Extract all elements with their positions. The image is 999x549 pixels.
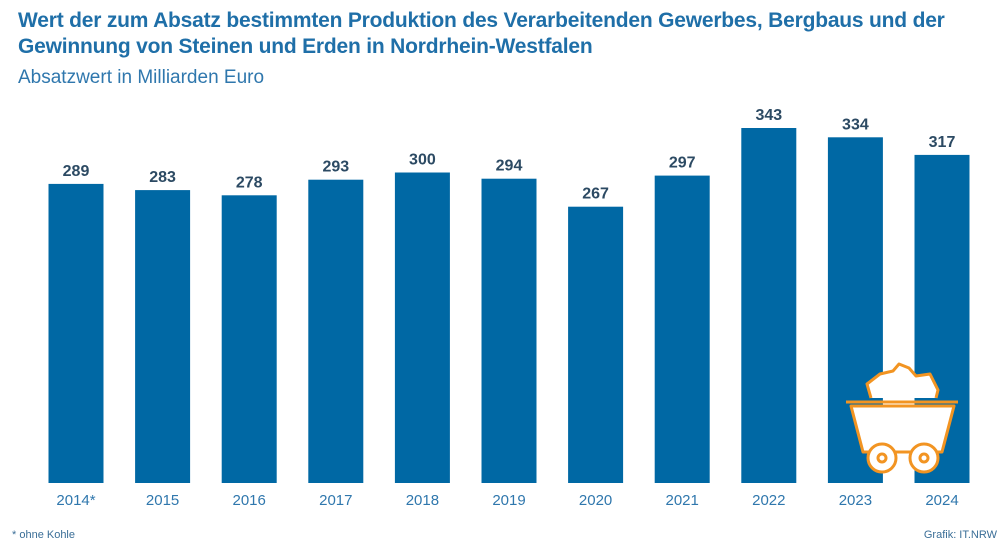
bar-2015 <box>135 190 191 483</box>
source-credit: Grafik: IT.NRW <box>923 529 997 541</box>
bar-2022 <box>741 128 797 483</box>
value-label: 267 <box>582 186 609 203</box>
category-label: 2022 <box>752 492 785 509</box>
value-label: 334 <box>842 116 869 133</box>
footnote: * ohne Kohle <box>12 529 75 541</box>
category-label: 2020 <box>579 492 612 509</box>
category-label: 2014* <box>56 492 95 509</box>
category-label: 2024 <box>925 492 958 509</box>
category-labels-layer: 2014* 2015 2016 2017 2018 2019 2020 2021 2022 202… <box>56 492 958 509</box>
labels-layer: 289 283 278 293 300 294 267 297 343 334 317 <box>63 107 956 203</box>
bar-2021 <box>654 175 710 483</box>
bar-2018 <box>394 172 450 483</box>
chart-title: Wert der zum Absatz bestimmten Produktio… <box>18 9 945 58</box>
bar-2020 <box>568 206 624 483</box>
category-label: 2018 <box>406 492 439 509</box>
category-label: 2021 <box>666 492 699 509</box>
category-label: 2016 <box>233 492 266 509</box>
value-label: 294 <box>496 158 523 175</box>
bar-2014 <box>48 183 104 483</box>
chart-subtitle: Absatzwert in Milliarden Euro <box>18 67 265 88</box>
bar-2017 <box>308 179 364 483</box>
value-label: 297 <box>669 155 696 172</box>
value-label: 343 <box>755 107 782 124</box>
value-label: 293 <box>322 159 349 176</box>
mine-cart-icon <box>846 362 958 474</box>
category-label: 2023 <box>839 492 872 509</box>
value-label: 317 <box>929 134 956 151</box>
category-label: 2015 <box>146 492 179 509</box>
value-label: 289 <box>63 163 90 180</box>
bars-layer <box>48 128 970 484</box>
value-label: 283 <box>149 169 176 186</box>
category-label: 2017 <box>319 492 352 509</box>
bar-2019 <box>481 178 537 483</box>
bar-2016 <box>221 195 277 484</box>
value-label: 300 <box>409 152 436 169</box>
value-label: 278 <box>236 174 263 191</box>
category-label: 2019 <box>492 492 525 509</box>
